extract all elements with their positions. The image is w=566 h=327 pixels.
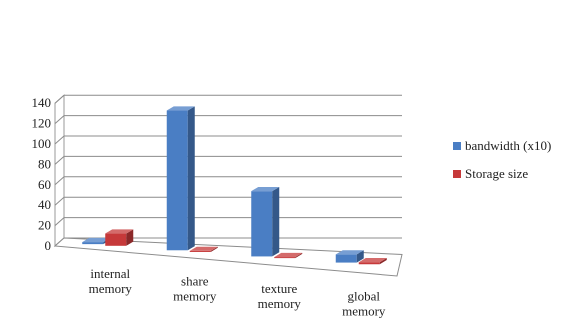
left-wall xyxy=(54,94,65,248)
bar-side xyxy=(356,250,364,263)
y-tick-label: 40 xyxy=(38,197,51,212)
bar xyxy=(189,246,218,252)
bar-side xyxy=(379,258,387,265)
y-tick-label: 100 xyxy=(32,136,52,151)
gridline-side xyxy=(54,217,65,226)
gridlines xyxy=(54,94,402,248)
bar-front xyxy=(82,242,104,245)
gridline-side xyxy=(54,115,65,124)
bar xyxy=(251,186,280,257)
bar-front xyxy=(189,250,211,252)
y-tick-label: 80 xyxy=(38,156,51,171)
bar-front xyxy=(166,110,188,251)
bars xyxy=(82,106,387,265)
bar-side xyxy=(295,252,303,259)
chart-floor xyxy=(53,237,403,277)
bar-top xyxy=(166,106,195,111)
gridline-side xyxy=(54,135,65,145)
bar xyxy=(358,258,387,265)
bar xyxy=(105,229,134,246)
bar-front xyxy=(105,233,127,246)
category-label: share memory xyxy=(173,274,217,304)
gridline-side xyxy=(54,94,65,104)
bar-front xyxy=(274,257,296,259)
bar xyxy=(166,106,195,251)
gridline-side xyxy=(54,176,65,186)
legend-label: bandwidth (x10) xyxy=(465,138,551,153)
bar-top xyxy=(335,250,364,255)
bar-top xyxy=(105,229,134,234)
bar-front xyxy=(335,254,357,263)
y-tick-label: 60 xyxy=(38,177,51,192)
legend-swatch xyxy=(453,170,461,178)
legend-label: Storage size xyxy=(465,166,528,181)
category-label: texture memory xyxy=(258,281,302,311)
y-tick-label: 0 xyxy=(45,238,52,253)
bar-top xyxy=(251,186,280,192)
bar-side xyxy=(187,106,195,251)
bar-front xyxy=(251,191,273,257)
category-label: internal memory xyxy=(89,266,133,296)
bar-side xyxy=(272,186,280,257)
legend: bandwidth (x10) Storage size xyxy=(453,138,551,181)
bar-top xyxy=(82,237,111,243)
bar-front xyxy=(358,262,380,265)
y-tick-label: 140 xyxy=(32,95,52,110)
bar-top xyxy=(358,258,387,263)
legend-swatch xyxy=(453,142,461,150)
category-labels: internal memory share memory texture memory gl… xyxy=(89,266,386,319)
bar xyxy=(335,250,364,263)
floor-plane xyxy=(53,237,403,277)
bar-top xyxy=(274,252,303,258)
bar xyxy=(274,252,303,259)
y-tick-label: 20 xyxy=(38,218,51,233)
gridline-side xyxy=(54,156,65,165)
bar-side xyxy=(126,229,134,246)
bar-top xyxy=(189,246,218,251)
y-tick-label: 120 xyxy=(32,116,52,131)
y-axis-ticks: 0 20 40 60 80 100 120 140 xyxy=(32,95,52,253)
bar-side xyxy=(210,246,218,252)
category-label: global memory xyxy=(342,289,386,319)
gridline-side xyxy=(54,196,65,206)
